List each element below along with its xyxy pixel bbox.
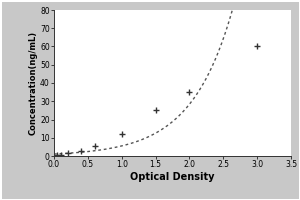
Y-axis label: Concentration(ng/mL): Concentration(ng/mL) <box>28 31 37 135</box>
X-axis label: Optical Density: Optical Density <box>130 172 215 182</box>
